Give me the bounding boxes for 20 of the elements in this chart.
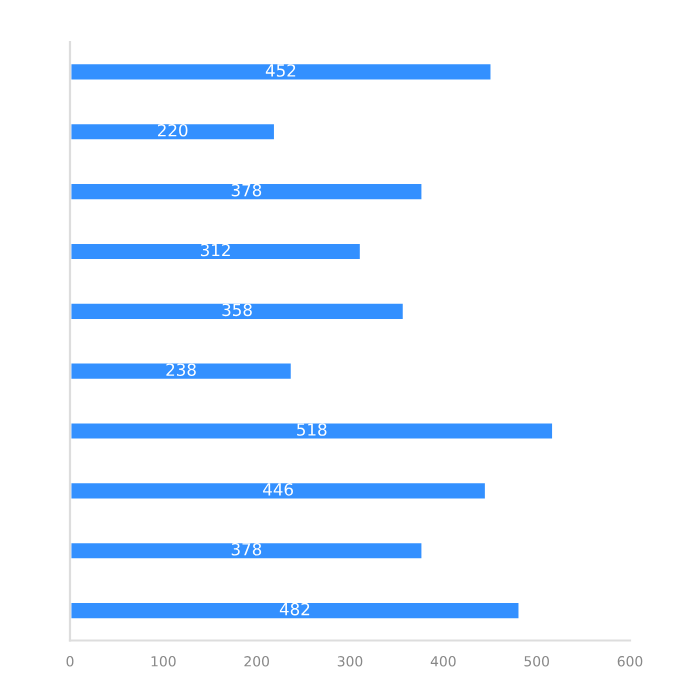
data-label: 312 — [200, 243, 230, 257]
bar — [70, 540, 425, 562]
data-label: 238 — [166, 363, 196, 377]
bar — [70, 420, 555, 442]
bar — [70, 241, 363, 262]
data-label: 378 — [231, 183, 262, 197]
bar — [70, 300, 406, 322]
bar — [70, 360, 294, 382]
data-label: 452 — [265, 64, 296, 77]
data-label: 378 — [231, 542, 262, 556]
bar — [70, 61, 494, 83]
data-label: 518 — [297, 423, 327, 436]
data-label: 220 — [157, 124, 188, 137]
bar — [70, 181, 425, 202]
data-label: 446 — [263, 483, 293, 496]
bar — [70, 480, 488, 502]
bar — [70, 121, 277, 143]
data-label: 358 — [222, 303, 252, 317]
data-label: 482 — [279, 602, 310, 616]
bar — [70, 600, 522, 621]
